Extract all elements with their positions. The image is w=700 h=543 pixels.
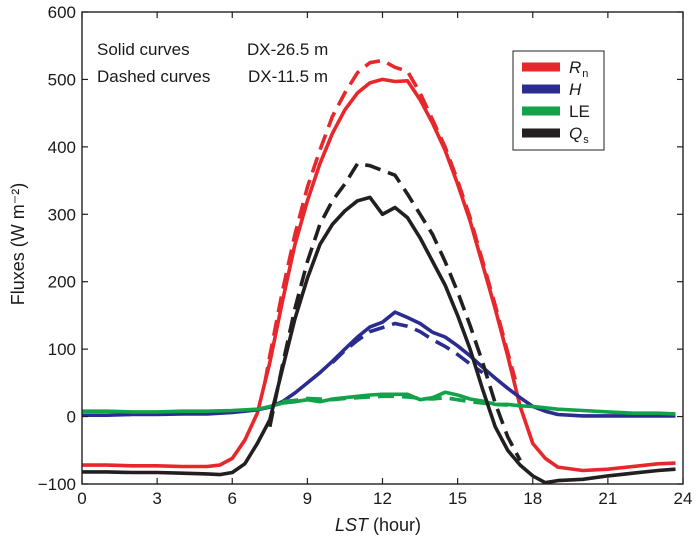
x-axis-title: LST (hour) bbox=[335, 515, 421, 535]
series-rn-dashed bbox=[263, 58, 517, 384]
x-tick-label: 3 bbox=[152, 489, 161, 508]
x-tick-label: 6 bbox=[228, 489, 237, 508]
y-tick-label: 300 bbox=[48, 205, 76, 224]
series-qs-dashed bbox=[268, 161, 522, 462]
x-axis-title-italic: LST bbox=[335, 515, 370, 535]
series-qs-solid bbox=[82, 195, 676, 485]
series-le-solid bbox=[82, 390, 676, 416]
x-tick-label: 0 bbox=[77, 489, 86, 508]
x-tick-label: 24 bbox=[674, 489, 693, 508]
legend-label-le: LE bbox=[569, 102, 590, 121]
series-h-solid bbox=[82, 310, 676, 418]
annotation-solid-site: DX-26.5 m bbox=[247, 40, 328, 59]
annotation-dashed-site: DX-11.5 m bbox=[248, 67, 328, 86]
x-axis-title-unit: (hour) bbox=[368, 515, 421, 535]
y-tick-label: 100 bbox=[48, 340, 76, 359]
legend-label-rn: Rn bbox=[569, 58, 588, 80]
y-tick-label: 500 bbox=[48, 70, 76, 89]
y-tick-label: −100 bbox=[38, 475, 76, 494]
series-h-dashed bbox=[331, 321, 484, 375]
x-tick-label: 12 bbox=[373, 489, 392, 508]
x-tick-label: 9 bbox=[303, 489, 312, 508]
series-layer bbox=[82, 58, 676, 485]
y-axis-title: Fluxes (W m⁻²) bbox=[8, 183, 28, 305]
annotation-solid-label: Solid curves bbox=[97, 40, 190, 59]
series-rn-solid bbox=[82, 77, 676, 473]
legend-label-h: H bbox=[569, 80, 582, 99]
x-tick-label: 18 bbox=[523, 489, 542, 508]
y-tick-label: 600 bbox=[48, 3, 76, 22]
y-tick-label: 400 bbox=[48, 138, 76, 157]
series-le-dashed bbox=[282, 394, 508, 407]
y-tick-label: 0 bbox=[67, 408, 76, 427]
x-tick-label: 15 bbox=[448, 489, 467, 508]
annotation-dashed-label: Dashed curves bbox=[97, 67, 210, 86]
legend: RnH LE Qs bbox=[512, 50, 605, 151]
y-tick-label: 200 bbox=[48, 273, 76, 292]
x-tick-label: 21 bbox=[598, 489, 617, 508]
legend-label-qs: Qs bbox=[569, 124, 589, 146]
